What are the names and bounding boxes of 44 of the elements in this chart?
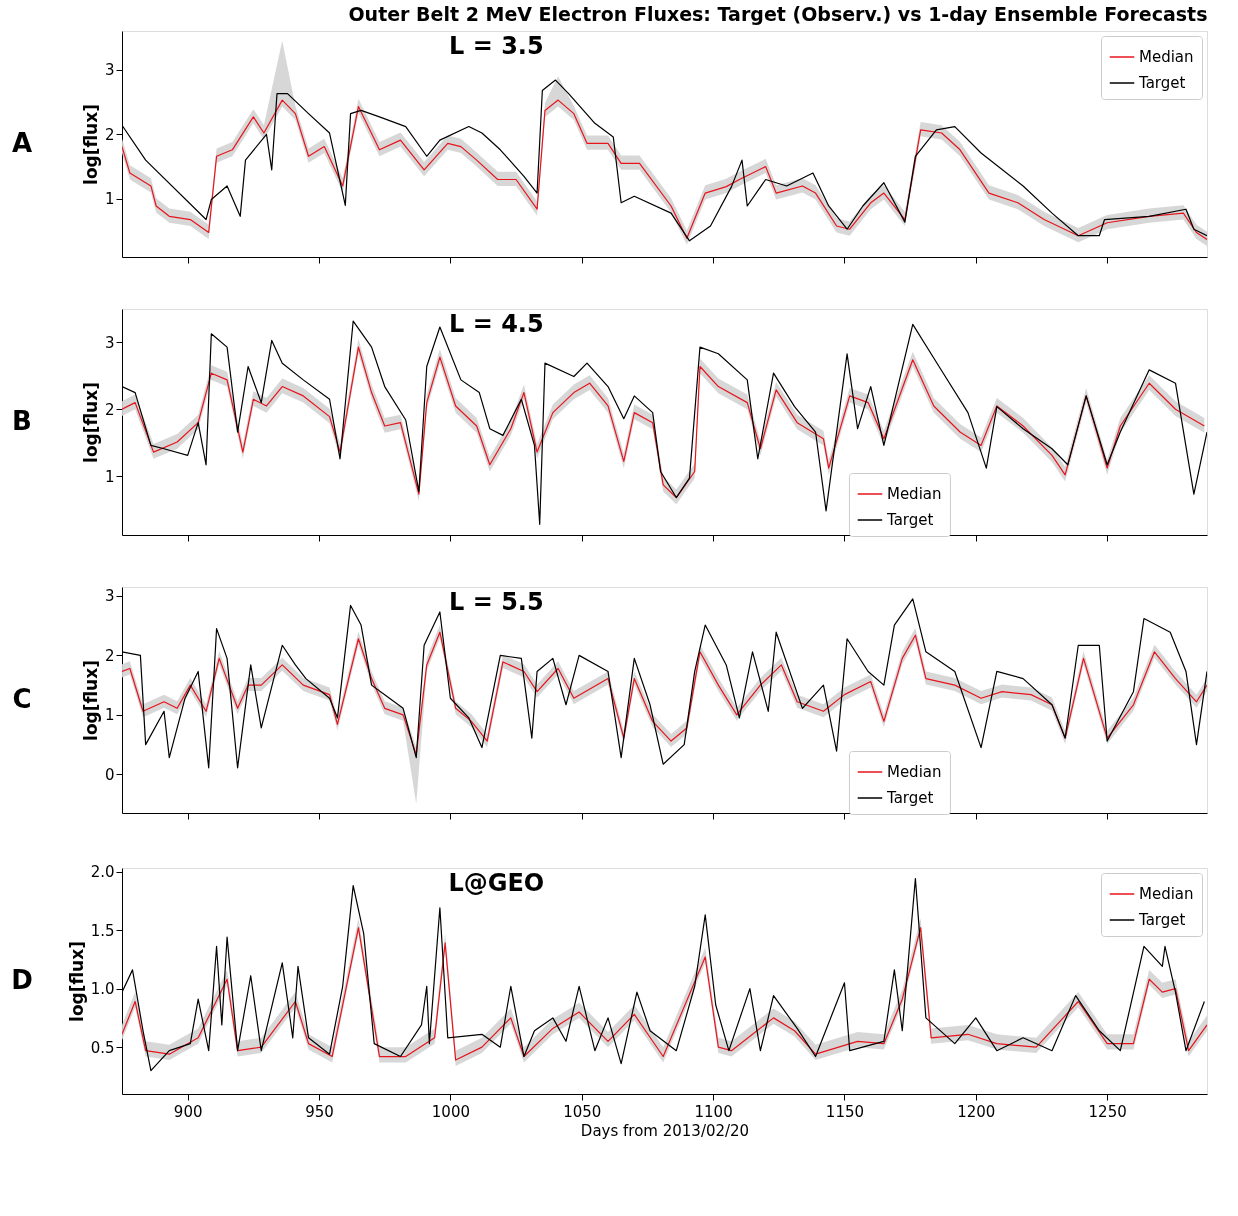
text: D xyxy=(11,965,33,995)
y-tick-label: 2 xyxy=(104,646,115,665)
x-tick-label: 1200 xyxy=(957,1102,996,1121)
y-tick-label: 1 xyxy=(104,706,115,725)
y-tick-label: 1 xyxy=(104,190,115,209)
x-tick-label: 1250 xyxy=(1088,1102,1127,1121)
y-axis-title: log[flux] xyxy=(80,382,101,463)
legend-label: Median xyxy=(1139,48,1194,66)
y-tick-label: 0.5 xyxy=(90,1038,115,1057)
chart-title: Outer Belt 2 MeV Electron Fluxes: Target (Observ.) vs 1-day Ensemble Forecasts xyxy=(348,2,1208,25)
y-tick-label: 2.0 xyxy=(90,863,115,882)
x-tick-label: 1150 xyxy=(825,1102,865,1121)
x-axis-title: Days from 2013/02/20 xyxy=(580,1121,750,1140)
legend-label: Target xyxy=(885,511,934,529)
y-tick-label: 3 xyxy=(104,587,115,606)
text: A xyxy=(11,128,33,158)
y-tick-label: 1.5 xyxy=(90,921,115,940)
y-tick-label: 3 xyxy=(104,61,115,80)
annotation: L = 4.5 xyxy=(449,310,544,338)
legend-label: Target xyxy=(1138,74,1186,92)
y-tick-label: 1.0 xyxy=(90,980,115,999)
y-tick-label: 0 xyxy=(104,765,115,784)
legend-label: Median xyxy=(886,485,942,503)
y-axis-title: log[flux] xyxy=(80,104,101,185)
legend-label: Target xyxy=(885,789,934,807)
y-tick-label: 3 xyxy=(104,333,115,352)
legend-label: Median xyxy=(1139,885,1194,903)
y-tick-label: 1 xyxy=(104,467,115,486)
y-axis-title: log[flux] xyxy=(66,941,87,1022)
x-tick-label: 1100 xyxy=(694,1102,733,1121)
x-tick-label: 950 xyxy=(305,1102,334,1121)
text: C xyxy=(12,684,32,714)
x-tick-label: 900 xyxy=(173,1102,203,1121)
annotation: L = 3.5 xyxy=(449,32,544,60)
y-tick-label: 2 xyxy=(104,400,115,419)
x-tick-label: 1050 xyxy=(563,1102,602,1121)
legend-label: Target xyxy=(1138,911,1186,929)
legend-label: Median xyxy=(886,763,942,781)
annotation: L = 5.5 xyxy=(449,588,544,616)
annotation: L@GEO xyxy=(448,869,545,897)
y-tick-label: 2 xyxy=(104,125,115,144)
y-axis-title: log[flux] xyxy=(80,660,101,741)
text: B xyxy=(12,406,32,436)
x-tick-label: 1000 xyxy=(431,1102,470,1121)
